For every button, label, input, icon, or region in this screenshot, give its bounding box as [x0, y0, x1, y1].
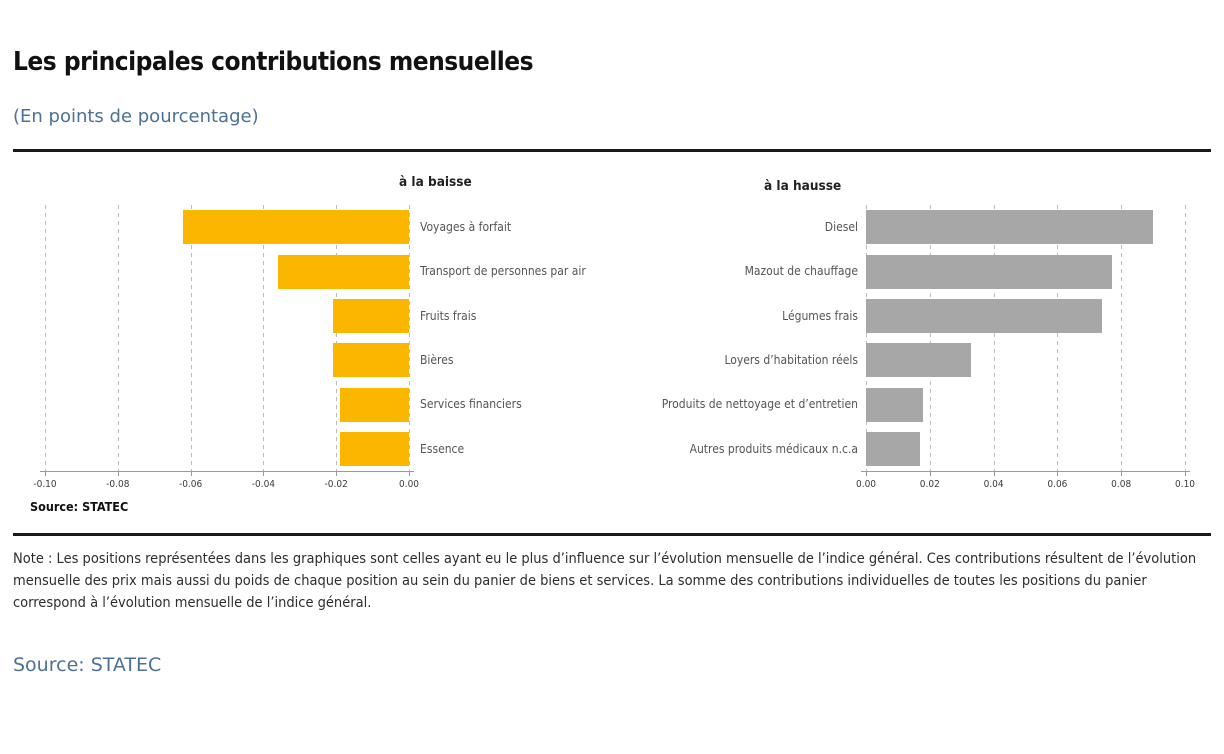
axis-tick-decrease: [263, 471, 265, 476]
chart-header-increase: à la hausse: [764, 178, 842, 194]
category-label-decrease: Transport de personnes par air: [420, 264, 586, 279]
page-title: Les principales contributions mensuelles: [13, 47, 534, 77]
top-separator-line: [13, 149, 1211, 152]
category-label-decrease: Essence: [420, 441, 465, 456]
tick-label-increase: 0.06: [1047, 479, 1068, 490]
category-label-decrease: Bières: [420, 353, 454, 368]
tick-label-decrease: -0.04: [251, 479, 276, 490]
tick-label-decrease: -0.10: [33, 479, 57, 490]
note-text: Note : Les positions représentées dans l…: [13, 551, 1197, 611]
bottom-separator-line: [13, 533, 1211, 536]
chart-source-label: Source: STATEC: [30, 499, 129, 514]
gridline-increase: [1057, 205, 1059, 471]
category-label-increase: Produits de nettoyage et d’entretien: [661, 397, 858, 412]
bar-decrease: [339, 431, 409, 466]
tick-label-decrease: 0.00: [398, 479, 420, 490]
bar-decrease: [332, 343, 409, 378]
category-label-increase: Diesel: [824, 220, 858, 235]
category-label-increase: Loyers d’habitation réels: [724, 353, 858, 368]
tick-label-increase: 0.00: [855, 479, 877, 490]
gridline-decrease: [190, 205, 192, 471]
gridline-increase: [993, 205, 995, 471]
chart-header-decrease: à la baisse: [399, 174, 472, 190]
category-label-decrease: Voyages à forfait: [420, 220, 512, 235]
tick-label-decrease: -0.02: [324, 479, 348, 490]
bar-increase: [866, 210, 1154, 245]
gridline-decrease: [263, 205, 265, 471]
bar-increase: [866, 343, 972, 378]
axis-tick-increase: [929, 471, 931, 476]
bar-increase: [866, 387, 924, 422]
gridline-increase: [1185, 205, 1186, 471]
tick-label-decrease: -0.06: [178, 479, 203, 490]
gridline-increase: [1121, 205, 1123, 471]
bar-decrease: [277, 254, 409, 289]
axis-tick-decrease: [117, 471, 119, 476]
gridline-decrease: [409, 205, 410, 471]
chart-area: à la baisse à la hausse Source: STATEC -…: [0, 152, 1224, 533]
bar-decrease: [332, 298, 409, 333]
bar-decrease: [183, 210, 409, 245]
gridline-decrease: [45, 205, 46, 471]
gridline-decrease: [336, 205, 338, 471]
category-label-increase: Légumes frais: [782, 308, 858, 323]
category-label-decrease: Fruits frais: [420, 308, 477, 323]
axis-tick-increase: [993, 471, 995, 476]
gridline-increase: [929, 205, 931, 471]
tick-label-increase: 0.04: [983, 479, 1004, 490]
tick-label-increase: 0.02: [919, 479, 940, 490]
axis-tick-increase: [866, 471, 867, 476]
bar-increase: [866, 254, 1112, 289]
tick-label-increase: 0.08: [1111, 479, 1132, 490]
gridline-increase: [866, 205, 867, 471]
axis-tick-increase: [1057, 471, 1059, 476]
gridline-decrease: [117, 205, 119, 471]
category-label-decrease: Services financiers: [420, 397, 522, 412]
axis-line-decrease: [40, 471, 414, 472]
axis-tick-decrease: [190, 471, 192, 476]
axis-tick-increase: [1185, 471, 1186, 476]
category-label-increase: Autres produits médicaux n.c.a: [689, 441, 858, 456]
axis-tick-decrease: [409, 471, 410, 476]
bar-increase: [866, 298, 1103, 333]
category-label-increase: Mazout de chauffage: [744, 264, 858, 279]
axis-tick-decrease: [336, 471, 338, 476]
source-bottom: Source: STATEC: [13, 654, 162, 676]
tick-label-decrease: -0.08: [106, 479, 130, 490]
axis-tick-decrease: [45, 471, 46, 476]
axis-tick-increase: [1121, 471, 1123, 476]
page-subtitle: (En points de pourcentage): [13, 106, 259, 127]
bar-decrease: [339, 387, 409, 422]
bar-increase: [866, 431, 921, 466]
axis-line-increase: [861, 471, 1190, 472]
tick-label-increase: 0.10: [1174, 479, 1196, 490]
